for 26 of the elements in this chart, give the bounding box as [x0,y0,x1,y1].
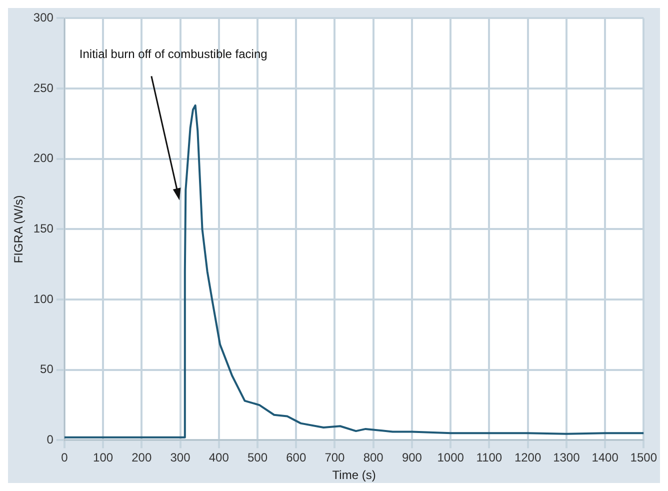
x-tick-label: 500 [247,450,268,465]
x-tick-label: 700 [324,450,346,465]
x-tick-label: 1300 [553,450,580,465]
y-tick-label: 50 [40,362,54,376]
x-tick-label: 800 [363,450,384,465]
x-tick-label: 200 [132,450,152,465]
y-tick-label: 200 [33,151,54,166]
x-tick-label: 100 [93,450,114,465]
y-axis-title: FIGRA (W/s) [12,195,26,264]
x-tick-label: 1100 [476,450,502,465]
y-tick-label: 300 [33,10,54,25]
x-tick-label: 900 [402,450,422,465]
x-tick-label: 0 [61,450,68,465]
y-tick-label: 250 [33,80,54,95]
x-tick-label: 1000 [437,450,464,465]
x-tick-label: 1400 [592,450,619,465]
y-tick-label: 0 [46,432,54,447]
annotation: Initial burn off of combustible facing [79,47,268,62]
x-tick-label: 1200 [514,450,542,465]
x-tick-label: 400 [208,450,230,465]
x-axis-title: Time (s) [332,468,376,482]
y-tick-label: 100 [33,292,54,306]
x-tick-label: 1500 [630,450,658,465]
x-tick-label: 300 [170,450,191,465]
y-tick-label: 150 [33,222,54,236]
x-tick-label: 600 [286,450,306,465]
